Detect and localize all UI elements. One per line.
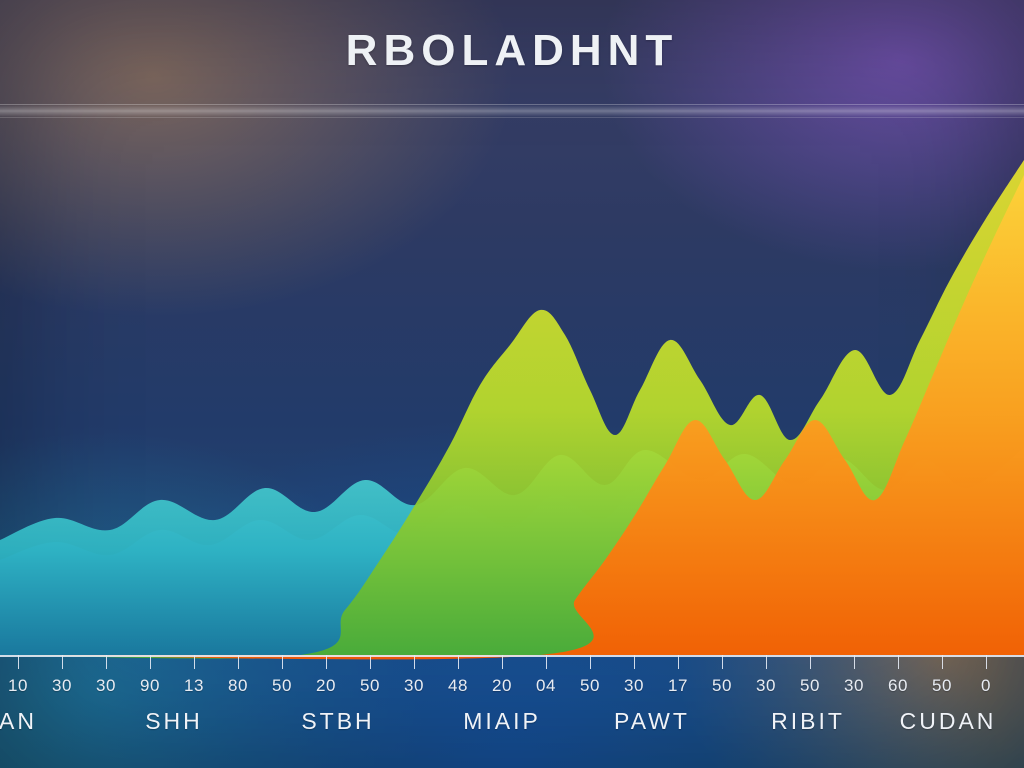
x-tick — [546, 655, 547, 669]
x-category-label: MIAIP — [463, 708, 541, 735]
x-tick — [810, 655, 811, 669]
x-tick-label: 20 — [316, 676, 336, 696]
x-tick-label: 50 — [932, 676, 952, 696]
x-tick — [898, 655, 899, 669]
x-tick — [502, 655, 503, 669]
x-axis-line — [0, 655, 1024, 657]
x-tick — [458, 655, 459, 669]
x-tick — [326, 655, 327, 669]
x-tick — [986, 655, 987, 669]
x-tick-label: 17 — [668, 676, 688, 696]
x-tick-label: 04 — [536, 676, 556, 696]
x-tick — [854, 655, 855, 669]
x-category-label: STBH — [301, 708, 374, 735]
x-tick-label: 60 — [888, 676, 908, 696]
x-category-label: RIBIT — [771, 708, 845, 735]
x-tick-label: 50 — [272, 676, 292, 696]
x-tick-label: 30 — [844, 676, 864, 696]
x-tick — [942, 655, 943, 669]
x-tick-label: 0 — [981, 676, 991, 696]
x-tick — [766, 655, 767, 669]
x-tick-label: 50 — [800, 676, 820, 696]
x-tick — [678, 655, 679, 669]
x-tick — [62, 655, 63, 669]
x-tick-label: 80 — [228, 676, 248, 696]
x-tick-label: 90 — [140, 676, 160, 696]
x-category-label: CUDAN — [900, 708, 997, 735]
x-tick-label: 30 — [96, 676, 116, 696]
x-tick — [722, 655, 723, 669]
x-tick — [18, 655, 19, 669]
x-tick — [370, 655, 371, 669]
x-tick-label: 20 — [492, 676, 512, 696]
x-tick-label: 30 — [756, 676, 776, 696]
x-tick-label: 48 — [448, 676, 468, 696]
x-tick-label: 50 — [712, 676, 732, 696]
x-tick — [194, 655, 195, 669]
x-category-label: SHH — [145, 708, 203, 735]
chart-stage: RBOLADHNT 103030901380502050304820045030… — [0, 0, 1024, 768]
x-tick — [106, 655, 107, 669]
x-category-label: PAWT — [614, 708, 690, 735]
x-tick-label: 30 — [624, 676, 644, 696]
x-tick — [150, 655, 151, 669]
x-category-label: AN — [0, 708, 37, 735]
x-tick — [634, 655, 635, 669]
x-tick — [282, 655, 283, 669]
x-tick-label: 50 — [360, 676, 380, 696]
x-tick-label: 50 — [580, 676, 600, 696]
x-tick-label: 30 — [52, 676, 72, 696]
x-tick-label: 30 — [404, 676, 424, 696]
x-tick — [414, 655, 415, 669]
x-tick — [238, 655, 239, 669]
x-tick-label: 13 — [184, 676, 204, 696]
area-chart — [0, 0, 1024, 768]
x-tick — [590, 655, 591, 669]
x-tick-label: 10 — [8, 676, 28, 696]
